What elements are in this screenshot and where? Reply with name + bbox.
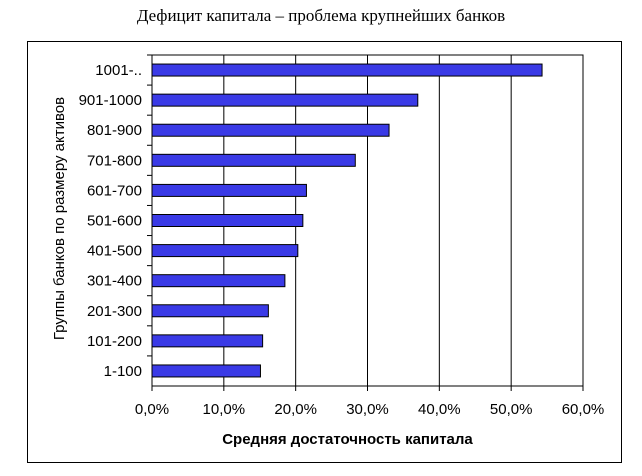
x-tick-label: 40,0%: [418, 401, 461, 418]
x-axis-title: Средняя достаточность капитала: [222, 431, 473, 448]
y-category-label: 101-200: [87, 333, 142, 350]
y-category-label: 801-900: [87, 122, 142, 139]
chart-frame: [27, 41, 622, 463]
bar: [151, 244, 299, 258]
bar: [151, 123, 390, 137]
y-category-label: 901-1000: [79, 92, 142, 109]
x-tick-label: 30,0%: [346, 401, 389, 418]
y-category-label: 601-700: [87, 182, 142, 199]
x-tick-label: 10,0%: [203, 401, 246, 418]
bar: [151, 334, 264, 348]
bar: [151, 153, 356, 167]
y-category-label: 201-300: [87, 303, 142, 320]
y-category-label: 1001-..: [95, 62, 142, 79]
bar: [151, 93, 419, 107]
bar: [151, 304, 269, 318]
x-axis-ticks: 0,0% 10,0% 20,0% 30,0% 40,0% 50,0% 60,0%: [135, 386, 604, 418]
bars: [151, 63, 543, 378]
y-axis-title: Группы банков по размеру активов: [51, 97, 68, 340]
y-category-label: 301-400: [87, 273, 142, 290]
bar: [151, 274, 286, 288]
bar: [151, 364, 261, 378]
bar: [151, 183, 307, 197]
x-tick-label: 20,0%: [274, 401, 317, 418]
bar: [151, 63, 543, 77]
chart-title: Дефицит капитала – проблема крупнейших б…: [136, 6, 506, 25]
y-category-label: 401-500: [87, 243, 142, 260]
x-tick-label: 60,0%: [562, 401, 605, 418]
x-tick-label: 0,0%: [135, 401, 169, 418]
y-axis-categories: 1001-.. 901-1000 801-900 701-800 601-700 501-…: [79, 54, 152, 380]
y-category-label: 701-800: [87, 152, 142, 169]
y-category-label: 1-100: [104, 363, 142, 380]
x-tick-label: 50,0%: [490, 401, 533, 418]
y-category-label: 501-600: [87, 213, 142, 230]
bar: [151, 214, 304, 227]
